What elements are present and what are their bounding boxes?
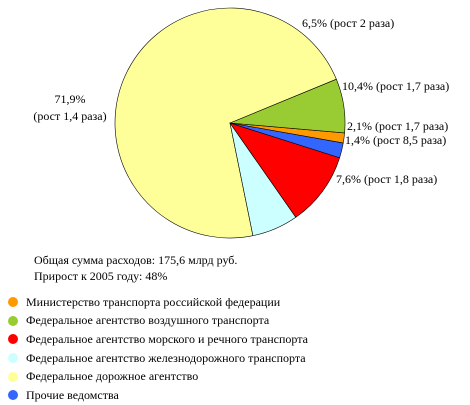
legend-item: Федеральное агентство морского и речного… (8, 330, 308, 349)
legend-item: Федеральное дорожное агентство (8, 367, 308, 386)
legend-marker (8, 315, 18, 326)
legend-label: Прочие ведомства (26, 387, 119, 402)
legend-label: Министерство транспорта российской федер… (26, 294, 281, 309)
slice-labels: 1,4% (рост 8,5 раза) 7,6% (рост 1,8 раза)… (33, 16, 449, 186)
legend-label: Федеральное агентство железнодорожного т… (26, 350, 306, 365)
legend: Министерство транспорта российской федер… (8, 293, 308, 405)
legend-marker (8, 390, 18, 401)
slice-label: 2,1% (рост 1,7 раза) (347, 119, 448, 133)
legend-marker (8, 371, 18, 382)
legend-label: Федеральное агентство морского и речного… (26, 331, 308, 346)
slice-label: 10,4% (рост 1,7 раза) (342, 79, 449, 93)
slice-label: 71,9% (рост 1,4 раза) (33, 92, 106, 123)
slice-label: 6,5% (рост 2 раза) (302, 16, 394, 30)
legend-marker (8, 353, 18, 364)
legend-label: Федеральное дорожное агентство (26, 369, 199, 384)
legend-item: Федеральное агентство железнодорожного т… (8, 349, 308, 368)
slice-label: 7,6% (рост 1,8 раза) (336, 172, 437, 186)
pie-slice (229, 122, 344, 159)
legend-item: Министерство транспорта российской федер… (8, 293, 308, 312)
legend-marker (8, 334, 18, 345)
slice-label: 1,4% (рост 8,5 раза) (345, 133, 446, 147)
pie-slice (114, 7, 337, 239)
legend-item: Прочие ведомства (8, 386, 308, 405)
summary-total: Общая сумма расходов: 175,6 млрд руб. (34, 253, 238, 267)
pie-slices (114, 7, 346, 239)
summary-growth: Прирост к 2005 году: 48% (34, 269, 168, 283)
summary: Общая сумма расходов: 175,6 млрд руб. Пр… (34, 252, 237, 284)
legend-label: Федеральное агентство воздушного транспо… (26, 313, 270, 328)
legend-item: Федеральное агентство воздушного транспо… (8, 312, 308, 331)
pie-slice (229, 122, 340, 218)
legend-marker (8, 297, 18, 308)
